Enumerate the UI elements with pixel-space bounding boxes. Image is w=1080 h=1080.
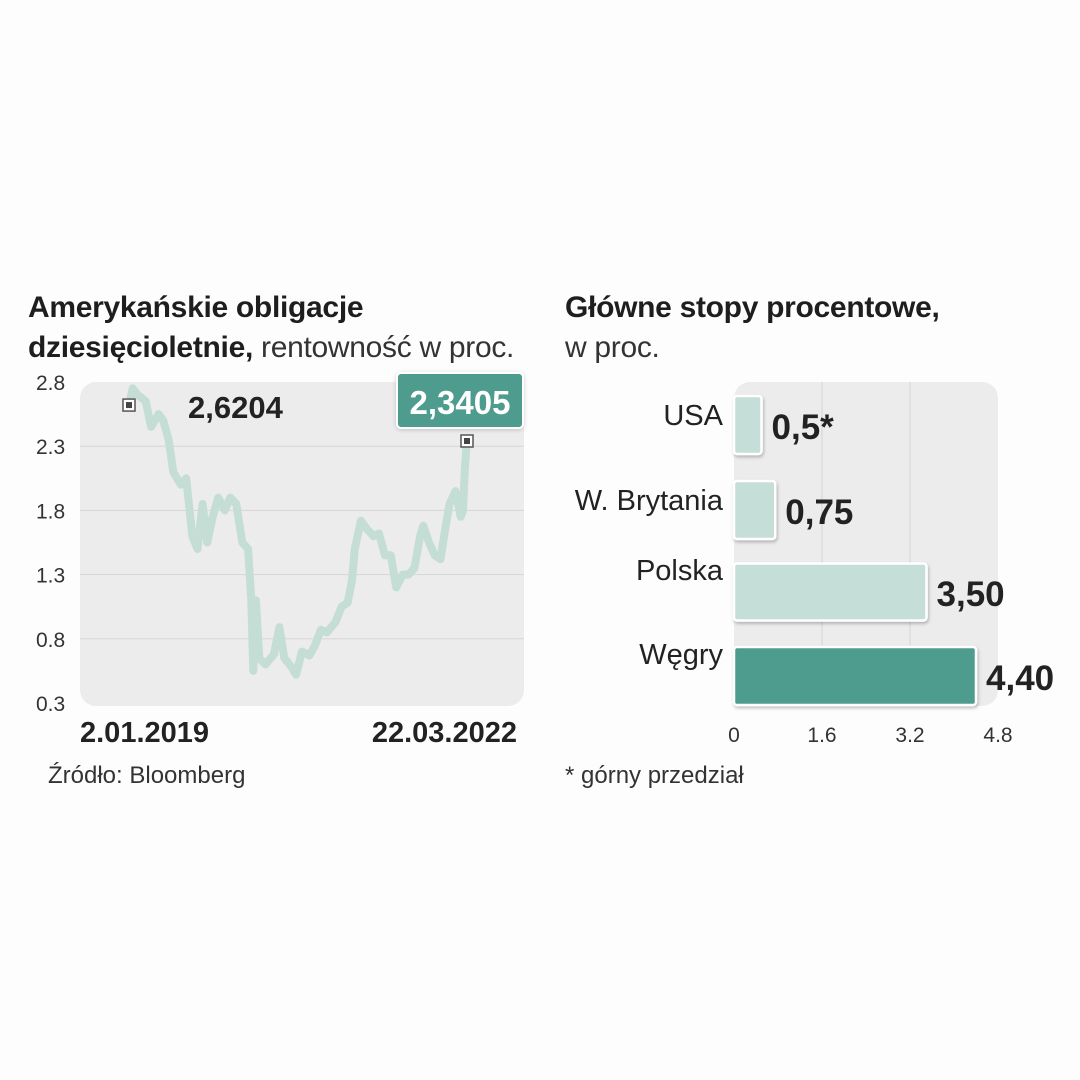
x-tick-label: 4.8 (983, 724, 1012, 747)
bar-chart-title-bold: Główne stopy procentowe, (565, 291, 940, 324)
bar-category-label: W. Brytania (575, 485, 724, 517)
x-label-end: 22.03.2022 (372, 717, 517, 749)
y-tick-label: 0.8 (36, 629, 65, 652)
y-tick-label: 1.3 (36, 565, 65, 588)
bar-value-label: 0,75 (785, 493, 853, 532)
bar-category-label: Węgry (639, 639, 723, 671)
y-tick-label: 2.3 (36, 436, 65, 459)
x-tick-label: 0 (728, 724, 740, 747)
y-tick-label: 1.8 (36, 500, 65, 523)
bar (732, 479, 777, 541)
bar (732, 645, 978, 707)
bar-chart: USA 0,5* W. Brytania 0,75 Polska 3,50 Węgry 4,4… (575, 382, 1054, 747)
bar-category-label: Polska (636, 555, 724, 587)
line-chart-title-bold-2: dziesięcioletnie, (28, 331, 253, 364)
line-chart-panel (80, 382, 524, 706)
end-value-box (396, 372, 524, 429)
end-value-callout: 2,3405 (396, 372, 524, 429)
x-tick-label: 3.2 (895, 724, 924, 747)
y-tick-label: 2.8 (36, 372, 65, 395)
bar (732, 394, 763, 456)
x-label-start: 2.01.2019 (80, 717, 209, 749)
footnote: * górny przedział (565, 762, 744, 789)
line-chart: 2.8 2.3 1.8 1.3 0.8 0.3 2,6204 2,3405 2.01.20… (36, 372, 524, 749)
bar-chart-panel (734, 382, 998, 706)
bar-category-label: USA (663, 400, 723, 432)
bar-value-label: 0,5* (772, 408, 835, 447)
bar-value-label: 3,50 (937, 575, 1005, 614)
bar-chart-title: Główne stopy procentowe, w proc. (565, 288, 1045, 368)
start-value-label: 2,6204 (188, 390, 284, 425)
source-note: Źródło: Bloomberg (48, 762, 246, 789)
bar (732, 562, 928, 622)
x-tick-label: 1.6 (807, 724, 836, 747)
line-chart-title-unit: rentowność w proc. (252, 331, 515, 364)
start-point-marker-core (126, 402, 132, 409)
yield-line (125, 384, 471, 679)
line-chart-title: Amerykańskie obligacje dziesięcioletnie,… (28, 288, 538, 368)
end-value-label: 2,3405 (410, 384, 511, 421)
end-point-marker-core (464, 437, 470, 444)
bar-chart-title-unit: w proc. (565, 331, 660, 364)
y-tick-label: 0.3 (36, 693, 65, 716)
line-chart-title-bold-1: Amerykańskie obligacje (28, 291, 364, 324)
bar-value-label: 4,40 (986, 659, 1054, 698)
